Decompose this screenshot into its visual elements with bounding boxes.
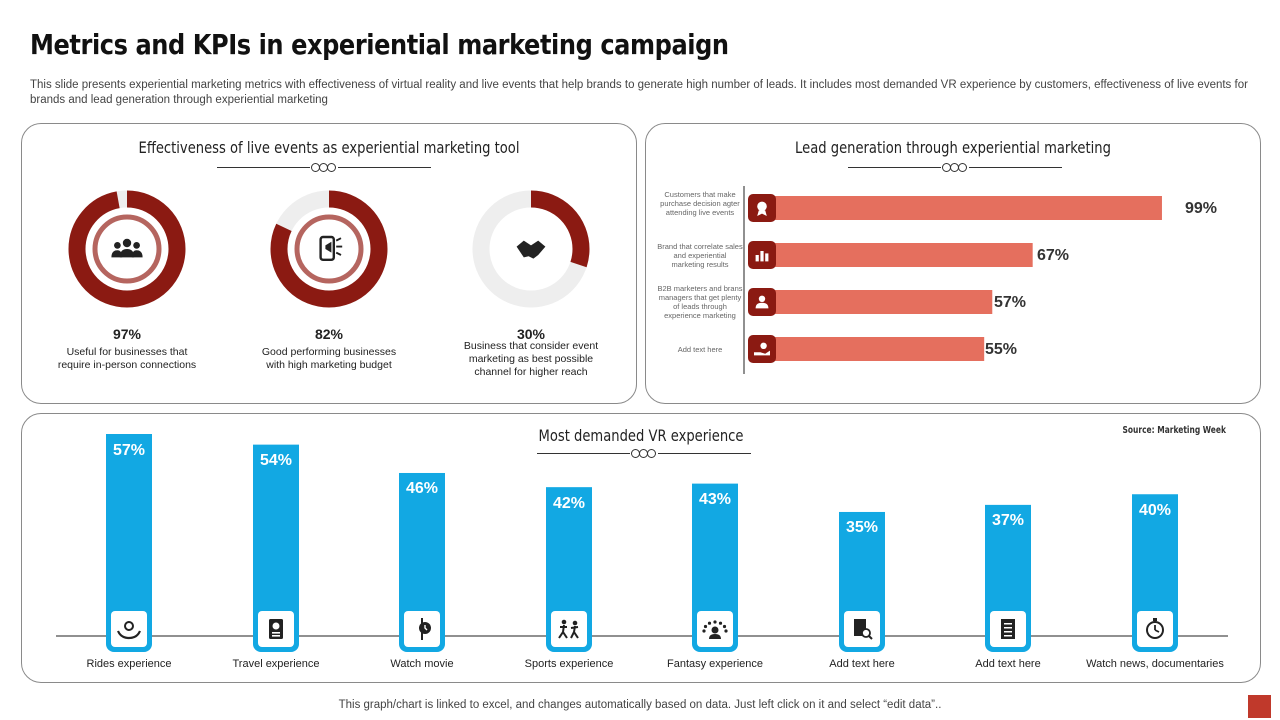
donut-2-desc: Good performing businesses with high mar… (261, 346, 397, 371)
vr-label-2: Travel experience (232, 658, 320, 670)
chart-icon (755, 251, 769, 262)
vr-icon-box-2 (253, 606, 299, 652)
group-icon (111, 238, 143, 258)
vr-panel: Most demanded VR experience Source: Mark… (21, 413, 1261, 683)
vr-label-5: Fantasy experience (667, 658, 763, 670)
lead-bar-chart (743, 186, 1162, 374)
vr-icon-box-7 (985, 606, 1031, 652)
lead-icon-box-1 (748, 194, 776, 222)
donut-2-value: 82% (314, 326, 344, 342)
vr-label-8: Watch news, documentaries (1086, 658, 1224, 670)
vr-label-4: Sports experience (524, 658, 614, 670)
effectiveness-divider (217, 161, 431, 175)
donut-1-desc: Useful for businesses that require in-pe… (57, 346, 197, 371)
lead-divider (848, 161, 1062, 175)
vr-value-5: 43% (698, 491, 732, 508)
vr-title: Most demanded VR experience (538, 426, 744, 445)
sign-icon (419, 618, 431, 640)
donut-1-value: 97% (112, 326, 142, 342)
donut-2 (270, 190, 388, 308)
effectiveness-panel: Effectiveness of live events as experien… (21, 123, 637, 404)
donut-3 (472, 190, 590, 308)
lead-icon-box-4 (748, 335, 776, 363)
lead-bar-3 (762, 290, 993, 314)
donut-3-value: 30% (516, 326, 546, 342)
donut-inner-ring (92, 214, 162, 284)
vr-label-1: Rides experience (86, 658, 172, 670)
vr-icon-box-6 (839, 606, 885, 652)
lead-label-1: Customers that make purchase decision ag… (660, 190, 740, 217)
donut-slice (472, 190, 590, 308)
lead-bar-4 (762, 337, 985, 361)
lead-label-3: B2B marketers and brans managers that ge… (657, 284, 743, 320)
vr-label-6: Add text here (829, 658, 895, 670)
stopwatch-icon (1146, 618, 1164, 639)
source-note: Source: Marketing Week (1122, 425, 1226, 436)
leads-icon (755, 295, 769, 309)
lead-panel: Lead generation through experiential mar… (645, 123, 1261, 404)
hand-money-icon (754, 342, 770, 356)
vr-value-4: 42% (552, 495, 586, 512)
vr-label-3: Watch movie (390, 658, 454, 670)
handshake-icon (516, 240, 546, 259)
hands-icon (116, 621, 142, 640)
page-subtitle: This slide presents experiential marketi… (30, 79, 1248, 106)
donut-slice (68, 190, 186, 308)
page-title: Metrics and KPIs in experiential marketi… (30, 28, 729, 61)
vr-divider (537, 447, 751, 461)
donut-chart (68, 190, 590, 308)
sports-icon (558, 619, 579, 639)
document-search-icon (854, 619, 873, 640)
lead-label-2: Brand that correlate sales and experient… (657, 242, 743, 269)
vr-value-1: 57% (112, 442, 146, 459)
vr-value-6: 35% (845, 519, 879, 536)
vr-icon-box-3 (399, 606, 445, 652)
vr-icon-box-4 (546, 606, 592, 652)
document-icon (1001, 619, 1015, 639)
vr-value-7: 37% (991, 512, 1025, 529)
vr-bar-chart (56, 434, 1228, 652)
award-icon (757, 201, 767, 216)
vr-icon-box-1 (106, 606, 152, 652)
lead-bar-1 (762, 196, 1162, 220)
footer-note: This graph/chart is linked to excel, and… (338, 699, 942, 711)
lead-label-4: Add text here (677, 345, 723, 354)
donut-hub (101, 223, 153, 275)
lead-value-1: 99% (1185, 200, 1218, 217)
lead-title: Lead generation through experiential mar… (795, 138, 1111, 157)
vr-icon-box-5 (692, 606, 738, 652)
donut-1 (68, 190, 186, 308)
effectiveness-title: Effectiveness of live events as experien… (138, 138, 520, 157)
lead-icon-box-3 (748, 288, 776, 316)
vr-value-8: 40% (1138, 502, 1172, 519)
vr-value-3: 46% (405, 480, 439, 497)
vr-bar-1 (106, 434, 152, 636)
stars-person-icon (702, 620, 728, 639)
lead-value-3: 57% (994, 294, 1027, 311)
vr-icon-box-8 (1132, 606, 1178, 652)
donut-3-desc: Business that consider event marketing a… (463, 340, 599, 378)
vr-value-2: 54% (259, 452, 293, 469)
vr-label-7: Add text here (975, 658, 1041, 670)
donut-slice (270, 190, 388, 308)
donut-inner-ring (294, 214, 364, 284)
passport-icon (269, 619, 283, 639)
lead-value-4: 55% (985, 341, 1018, 358)
corner-accent (1248, 695, 1271, 718)
vr-bar-2 (253, 444, 299, 636)
lead-bar-2 (762, 243, 1033, 267)
lead-value-2: 67% (1037, 247, 1070, 264)
lead-icon-box-2 (748, 241, 776, 269)
